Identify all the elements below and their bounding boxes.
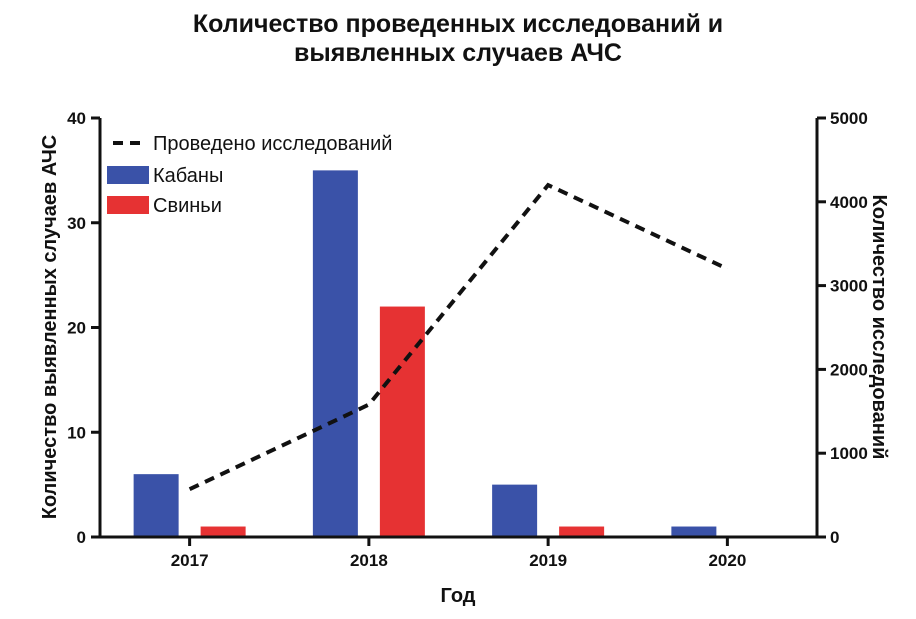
- chart-title: Количество проведенных исследований и вы…: [0, 10, 916, 68]
- y2-tick-label: 3000: [830, 277, 868, 296]
- x-tick-label: 2018: [350, 551, 388, 570]
- y2-axis-title: Количество исследований: [868, 195, 890, 460]
- bar-boars-2020: [671, 526, 717, 536]
- legend-label-pigs: Свиньи: [153, 195, 222, 217]
- legend-label-boars: Кабаны: [153, 165, 223, 187]
- legend-swatch-boars: [107, 166, 149, 184]
- chart-title-line-2: выявленных случаев АЧС: [294, 39, 622, 67]
- bar-boars-2018: [312, 170, 358, 536]
- x-axis-title: Год: [441, 585, 476, 607]
- legend-swatch-pigs: [107, 196, 149, 214]
- y2-tick-label: 4000: [830, 193, 868, 212]
- y-tick-label: 20: [67, 319, 86, 338]
- bars: [133, 170, 717, 536]
- bar-boars-2019: [492, 484, 538, 536]
- bar-boars-2017: [133, 474, 179, 536]
- y-tick-label: 30: [67, 214, 86, 233]
- line-series-studies: [188, 182, 729, 492]
- legend-label-line: Проведено исследований: [153, 133, 392, 155]
- bar-pigs-2017: [200, 526, 246, 536]
- chart-title-line-1: Количество проведенных исследований и: [192, 10, 724, 38]
- y2-tick-label: 5000: [830, 109, 868, 128]
- legend: Проведено исследований Кабаны Свиньи: [107, 133, 392, 217]
- line-layer: [188, 182, 729, 492]
- y-tick-label: 40: [67, 109, 86, 128]
- y2-tick-label: 2000: [830, 360, 868, 379]
- bar-pigs-2019: [559, 526, 605, 536]
- y2-tick-label: 0: [830, 528, 839, 547]
- y-tick-label: 0: [77, 528, 86, 547]
- ticks: 0 10 20 30 40 0 1000 2000 3000 4000 5000 2017 2018 20…: [67, 109, 868, 570]
- x-tick-label: 2017: [171, 551, 209, 570]
- y-tick-label: 10: [67, 423, 86, 442]
- y-axis-title: Количество выявленных случаев АЧС: [39, 135, 61, 520]
- x-tick-label: 2019: [529, 551, 567, 570]
- y2-tick-label: 1000: [830, 444, 868, 463]
- x-tick-label: 2020: [708, 551, 746, 570]
- bar-pigs-2018: [379, 306, 425, 536]
